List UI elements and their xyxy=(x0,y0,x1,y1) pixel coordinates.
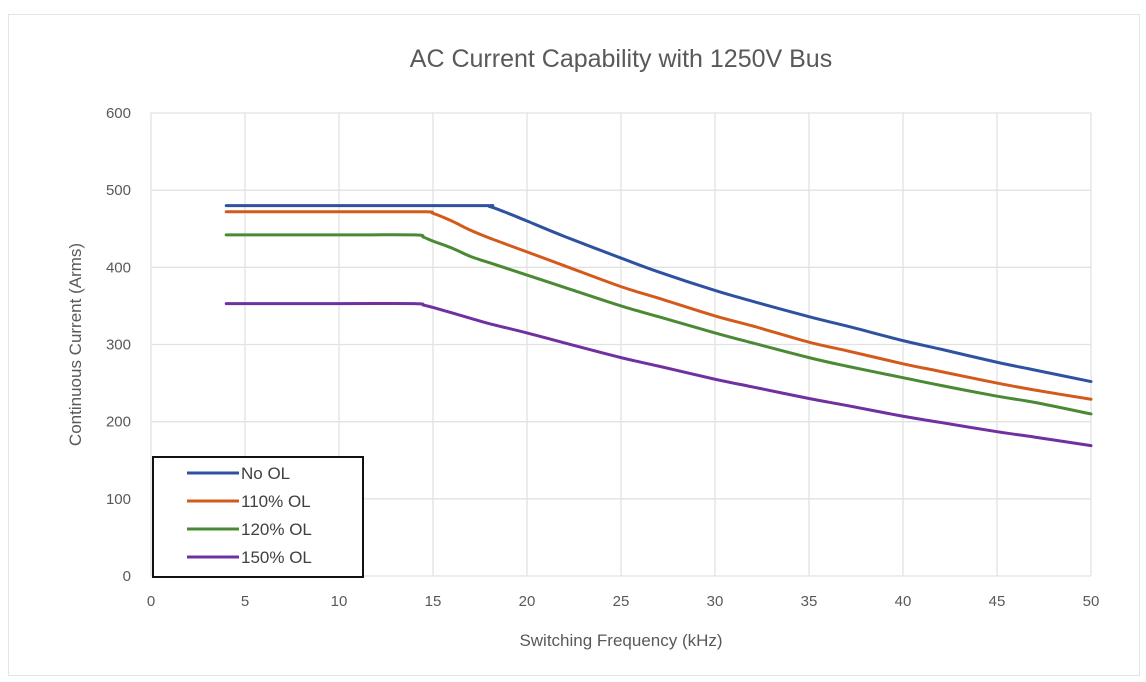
x-tick-label: 40 xyxy=(895,593,912,610)
y-tick-label: 0 xyxy=(123,568,131,585)
legend-label: 150% OL xyxy=(241,548,312,567)
x-tick-label: 15 xyxy=(425,593,442,610)
x-tick-label: 10 xyxy=(331,593,348,610)
legend-label: 120% OL xyxy=(241,520,312,539)
legend: No OL 110% OL 120% OL 150% OL xyxy=(152,456,364,578)
legend-label: No OL xyxy=(241,464,290,483)
series-line-0 xyxy=(224,204,1093,384)
x-tick-label: 25 xyxy=(613,593,630,610)
y-tick-label: 100 xyxy=(106,491,131,508)
x-tick-label: 50 xyxy=(1083,593,1100,610)
y-tick-label: 300 xyxy=(106,337,131,354)
chart-frame: AC Current Capability with 1250V Bus 0 5 1… xyxy=(8,14,1140,676)
series-line-3 xyxy=(224,301,1093,448)
x-tick-label: 45 xyxy=(989,593,1006,610)
x-tick-label: 5 xyxy=(241,593,249,610)
series-lines xyxy=(224,204,1093,448)
x-axis-title: Switching Frequency (kHz) xyxy=(519,631,722,650)
chart-title: AC Current Capability with 1250V Bus xyxy=(410,45,832,73)
y-tick-label: 400 xyxy=(106,259,131,276)
x-tick-label: 0 xyxy=(147,593,155,610)
y-axis-title: Continuous Current (Arms) xyxy=(66,243,85,446)
x-tick-label: 30 xyxy=(707,593,724,610)
y-tick-label: 500 xyxy=(106,182,131,199)
x-tick-label: 35 xyxy=(801,593,818,610)
series-line-1 xyxy=(224,210,1093,401)
x-tick-label: 20 xyxy=(519,593,536,610)
series-line-2 xyxy=(224,233,1093,416)
line-chart: AC Current Capability with 1250V Bus 0 5 1… xyxy=(66,45,1099,650)
y-tick-label: 200 xyxy=(106,414,131,431)
y-tick-label: 600 xyxy=(106,105,131,122)
legend-label: 110% OL xyxy=(241,492,311,511)
